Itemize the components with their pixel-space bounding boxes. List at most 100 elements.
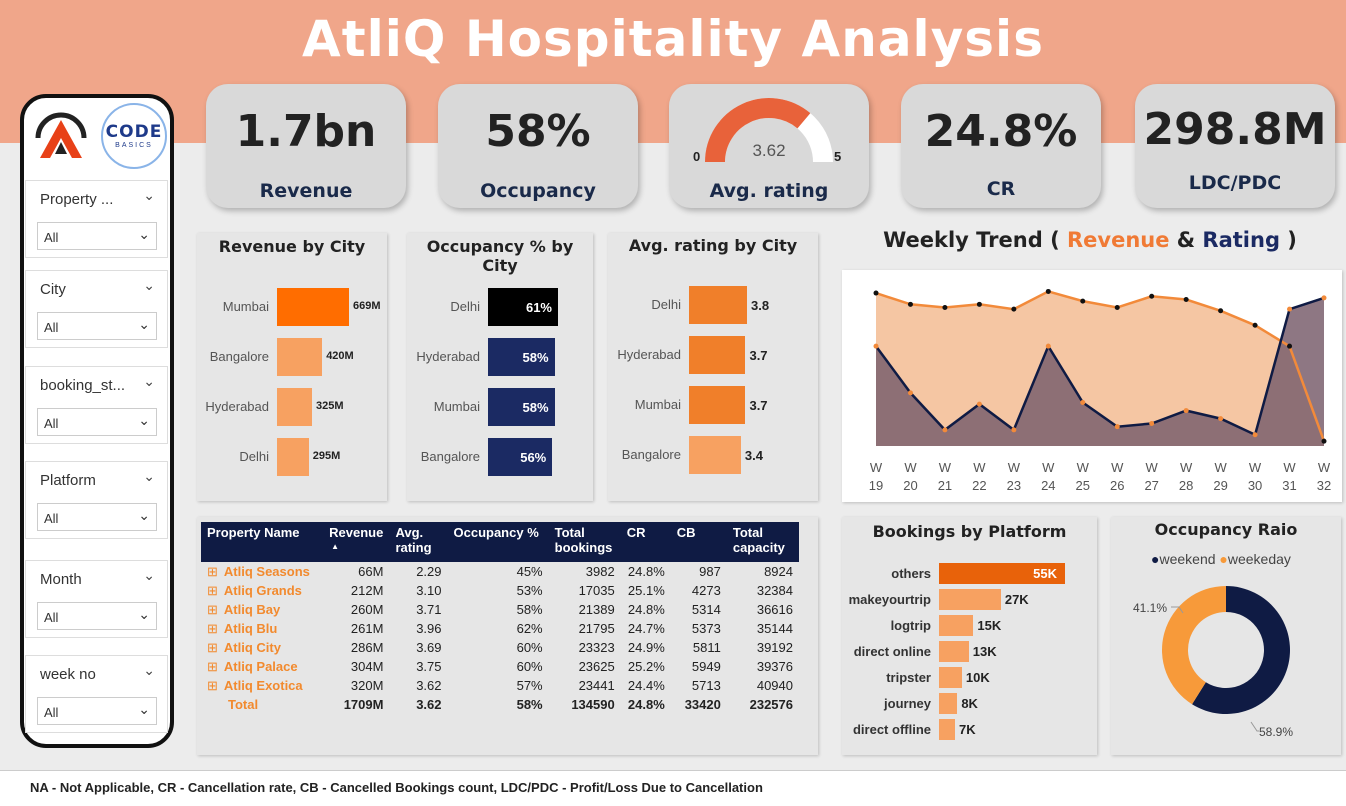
- bar[interactable]: [939, 563, 1065, 584]
- slicer-booking-status[interactable]: booking_st... ⌄ All ⌄: [25, 366, 168, 444]
- bar-value-label: 61%: [525, 300, 552, 315]
- bar-value-label: 13K: [972, 644, 997, 659]
- table-row[interactable]: ⊞ Atliq Palace 304M 3.75 60% 23625 25.2% 5949 39…: [201, 657, 799, 676]
- table-header-cell[interactable]: Revenue ▲: [323, 522, 390, 562]
- revenue-point: [1080, 298, 1086, 304]
- table-row[interactable]: ⊞ Atliq Seasons 66M 2.29 45% 3982 24.8% 987 8924: [201, 562, 799, 581]
- legend: ●weekend ●weekeday: [1151, 551, 1291, 567]
- logo-sub: BASICS: [115, 142, 153, 149]
- table-header-cell[interactable]: CB: [670, 522, 727, 562]
- x-tick-label: 28: [1179, 478, 1193, 493]
- chevron-down-icon[interactable]: ⌄: [143, 373, 155, 389]
- bar[interactable]: [939, 589, 1001, 610]
- table-header-cell[interactable]: Total capacity: [726, 522, 799, 562]
- bar[interactable]: [689, 336, 746, 374]
- slicer-week-no[interactable]: week no ⌄ All ⌄: [25, 655, 168, 733]
- property-name-cell: ⊞ Atliq Blu: [201, 619, 323, 638]
- bar[interactable]: [277, 288, 349, 326]
- slicer-select[interactable]: All ⌄: [37, 602, 157, 630]
- expand-plus-icon[interactable]: ⊞: [207, 601, 218, 617]
- bar[interactable]: [488, 288, 558, 326]
- slicer-property[interactable]: Property ... ⌄ All ⌄: [25, 180, 168, 258]
- bar[interactable]: [488, 438, 553, 476]
- table-cell: 24.7%: [627, 621, 665, 636]
- table-row[interactable]: ⊞ Atliq Blu 261M 3.96 62% 21795 24.7% 5373 35144: [201, 619, 799, 638]
- table-header-cell[interactable]: Occupancy %: [447, 522, 549, 562]
- bar[interactable]: [277, 338, 323, 376]
- expand-plus-icon[interactable]: ⊞: [207, 582, 218, 598]
- table-header-cell[interactable]: Property Name: [201, 522, 324, 562]
- bar[interactable]: [689, 386, 746, 424]
- property-name: Atliq Exotica: [223, 677, 303, 693]
- expand-plus-icon[interactable]: ⊞: [207, 639, 218, 655]
- revenue-point: [873, 290, 879, 296]
- x-tick-label: W: [1077, 460, 1090, 475]
- expand-plus-icon[interactable]: ⊞: [207, 658, 218, 674]
- table-header-cell[interactable]: Avg. rating: [389, 522, 448, 562]
- table-header-cell[interactable]: Total bookings: [548, 522, 621, 562]
- bar[interactable]: [939, 693, 958, 714]
- rating-point: [1080, 400, 1086, 406]
- x-tick-label: W: [904, 460, 917, 475]
- rating-point: [873, 343, 879, 349]
- x-tick-label: 29: [1213, 478, 1227, 493]
- x-tick-label: 19: [869, 478, 883, 493]
- expand-plus-icon[interactable]: ⊞: [207, 677, 218, 693]
- x-tick-label: 22: [972, 478, 986, 493]
- sort-caret-icon[interactable]: ▲: [331, 542, 340, 551]
- x-tick-label: 24: [1041, 478, 1055, 493]
- bar[interactable]: [939, 719, 956, 740]
- rating-point: [1287, 306, 1293, 312]
- slicer-select[interactable]: All ⌄: [37, 408, 157, 436]
- table-row[interactable]: ⊞ Atliq Exotica 320M 3.62 57% 23441 24.4% 5713 4…: [201, 676, 799, 695]
- slicer-city[interactable]: City ⌄ All ⌄: [25, 270, 168, 348]
- table-header-cell[interactable]: CR: [620, 522, 671, 562]
- slicer-select[interactable]: All ⌄: [37, 503, 157, 531]
- chart-title: Bookings by Platform: [872, 522, 1067, 541]
- property-name: Atliq Seasons: [223, 563, 310, 579]
- property-name-cell: ⊞ Atliq Seasons: [201, 562, 323, 581]
- table-cell: 987: [699, 564, 721, 579]
- table-row[interactable]: ⊞ Atliq Grands 212M 3.10 53% 17035 25.1% 4273 32…: [201, 581, 799, 600]
- slicer-platform[interactable]: Platform ⌄ All ⌄: [25, 461, 168, 539]
- title-part: &: [1169, 228, 1203, 252]
- expand-plus-icon[interactable]: ⊞: [207, 620, 218, 636]
- bar[interactable]: [488, 338, 555, 376]
- bar[interactable]: [939, 641, 969, 662]
- table-row[interactable]: ⊞ Atliq City 286M 3.69 60% 23323 24.9% 5811 3919…: [201, 638, 799, 657]
- bar[interactable]: [689, 436, 741, 474]
- chevron-down-icon[interactable]: ⌄: [143, 187, 155, 203]
- slicer-select[interactable]: All ⌄: [37, 697, 157, 725]
- revenue-point: [1287, 343, 1293, 349]
- table-cell: 3.10: [416, 583, 442, 598]
- bar[interactable]: [488, 388, 555, 426]
- rating-line: [874, 296, 1325, 437]
- bar[interactable]: [277, 438, 309, 476]
- chevron-down-icon[interactable]: ⌄: [143, 662, 155, 678]
- chevron-down-icon[interactable]: ⌄: [143, 468, 155, 484]
- x-tick-label: 21: [938, 478, 952, 493]
- bar[interactable]: [277, 388, 312, 426]
- slicer-month[interactable]: Month ⌄ All ⌄: [25, 560, 168, 638]
- x-tick-label: W: [1111, 460, 1124, 475]
- chevron-down-icon: ⌄: [138, 226, 150, 242]
- chevron-down-icon[interactable]: ⌄: [143, 567, 155, 583]
- bar-category-label: Bangalore: [420, 449, 480, 464]
- revenue-point: [1321, 438, 1327, 444]
- kpi-occupancy: 58% Occupancy: [438, 84, 638, 208]
- table-cell: 320M: [350, 678, 384, 693]
- slicer-select[interactable]: All ⌄: [37, 312, 157, 340]
- revenue-point: [1011, 306, 1017, 312]
- rating-point: [1011, 427, 1017, 433]
- slicer-select[interactable]: All ⌄: [37, 222, 157, 250]
- expand-plus-icon[interactable]: ⊞: [207, 563, 218, 579]
- table-cell: 134590: [571, 697, 615, 712]
- property-name: Atliq Grands: [223, 582, 302, 598]
- bar[interactable]: [689, 286, 747, 324]
- table-row[interactable]: ⊞ Atliq Bay 260M 3.71 58% 21389 24.8% 5314 36616: [201, 600, 799, 619]
- chevron-down-icon[interactable]: ⌄: [143, 277, 155, 293]
- x-tick-label: W: [1180, 460, 1193, 475]
- bar[interactable]: [939, 667, 962, 688]
- bar[interactable]: [939, 615, 974, 636]
- bar-value-label: 669M: [353, 300, 381, 312]
